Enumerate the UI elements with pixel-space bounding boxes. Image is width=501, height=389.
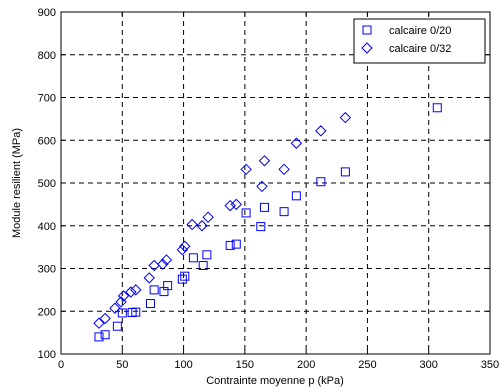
diamond-marker xyxy=(179,240,191,252)
diamond-marker xyxy=(186,218,198,231)
y-axis-label: Module resilient (MPa) xyxy=(11,128,23,238)
diamond-marker xyxy=(240,163,252,176)
legend-square-marker xyxy=(362,25,372,35)
series-1 xyxy=(94,103,442,342)
diamond-marker xyxy=(99,312,111,325)
diamond-marker xyxy=(93,317,105,329)
x-tick-label: 50 xyxy=(116,359,128,371)
diamond-marker xyxy=(160,254,173,266)
y-tick-label: 700 xyxy=(38,93,56,105)
legend: calcaire 0/20 calcaire 0/32 xyxy=(353,18,486,64)
grid xyxy=(61,12,490,354)
diamond-marker xyxy=(339,111,352,124)
diamond-marker xyxy=(256,180,268,193)
diamond-marker xyxy=(258,155,271,167)
x-tick-label: 300 xyxy=(420,359,438,371)
y-tick-label: 600 xyxy=(38,135,56,147)
square-marker xyxy=(225,240,235,250)
x-tick-label: 350 xyxy=(481,359,499,371)
diamond-marker xyxy=(224,199,236,212)
square-marker xyxy=(316,177,326,187)
square-marker xyxy=(279,207,289,217)
square-marker xyxy=(188,253,198,263)
legend-diamond-marker xyxy=(361,42,373,54)
square-marker xyxy=(259,202,269,212)
square-marker xyxy=(149,285,159,295)
square-marker xyxy=(163,281,173,291)
square-marker xyxy=(202,250,212,260)
legend-box xyxy=(353,18,486,64)
diamond-marker xyxy=(315,125,327,137)
square-marker xyxy=(131,307,141,317)
square-marker xyxy=(180,271,190,281)
square-marker xyxy=(241,208,251,218)
diamond-marker xyxy=(196,220,208,232)
legend-label-series-1: calcaire 0/20 xyxy=(389,25,451,37)
x-tick-label: 250 xyxy=(358,359,376,371)
square-marker xyxy=(145,299,155,309)
data-markers xyxy=(93,103,442,342)
square-marker xyxy=(198,261,208,271)
square-marker xyxy=(340,167,350,177)
diamond-marker xyxy=(109,302,121,314)
y-tick-label: 100 xyxy=(38,349,56,361)
y-tick-label: 200 xyxy=(38,306,56,318)
x-tick-label: 100 xyxy=(174,359,192,371)
y-tick-label: 800 xyxy=(38,50,56,62)
y-tick-label: 500 xyxy=(38,178,56,190)
x-tick-label: 200 xyxy=(297,359,315,371)
diamond-marker xyxy=(230,198,242,211)
legend-label-series-2: calcaire 0/32 xyxy=(389,43,451,55)
square-marker xyxy=(432,103,442,113)
square-marker xyxy=(94,332,104,342)
square-marker xyxy=(112,321,122,331)
square-marker xyxy=(291,191,301,201)
square-marker xyxy=(231,239,241,249)
x-tick-label: 150 xyxy=(236,359,254,371)
y-tick-label: 900 xyxy=(38,7,56,19)
axis-ticks: 0 50 100 150 200 250 300 350 100 200 300 400 500 600 7… xyxy=(38,7,500,371)
square-marker xyxy=(256,222,266,232)
diamond-marker xyxy=(125,286,137,298)
diamond-marker xyxy=(278,163,290,176)
diamond-marker xyxy=(130,284,142,296)
series-2 xyxy=(93,111,352,329)
y-tick-label: 400 xyxy=(38,221,56,233)
square-marker xyxy=(117,308,127,318)
diamond-marker xyxy=(157,258,169,270)
diamond-marker xyxy=(143,272,155,284)
diamond-marker xyxy=(176,243,189,256)
square-marker xyxy=(100,330,110,340)
x-tick-label: 0 xyxy=(58,359,64,371)
diamond-marker xyxy=(117,290,130,302)
y-tick-label: 300 xyxy=(38,264,56,276)
diamond-marker xyxy=(290,137,303,149)
square-marker xyxy=(177,274,187,284)
diamond-marker xyxy=(202,211,214,223)
x-axis-label: Contrainte moyenne p (kPa) xyxy=(206,375,344,387)
